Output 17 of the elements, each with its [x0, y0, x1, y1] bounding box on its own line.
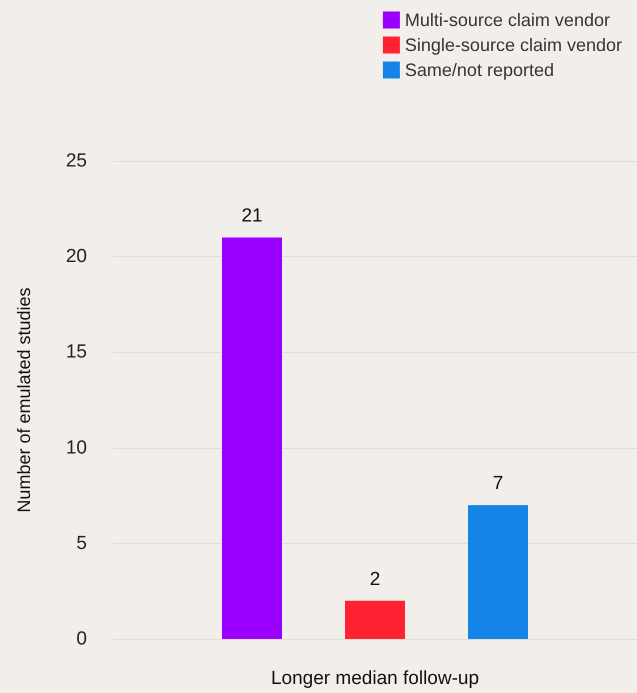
legend-label: Same/not reported	[404, 60, 554, 80]
y-tick-label: 25	[66, 150, 87, 172]
bar	[345, 600, 405, 639]
y-tick-label: 20	[66, 246, 87, 268]
y-tick-label: 10	[66, 437, 87, 458]
y-axis-title: Number of emulated studies	[14, 287, 34, 513]
y-tick-label: 5	[76, 532, 87, 554]
y-tick-label: 0	[76, 628, 87, 650]
y-tick-label: 15	[66, 342, 87, 363]
data-label: 21	[241, 205, 263, 226]
legend-label: Single-source claim vendor	[404, 35, 622, 55]
x-tick-label: Longer median follow-up	[270, 668, 480, 689]
legend-label: Multi-source claim vendor	[404, 10, 610, 30]
data-label: 2	[370, 568, 380, 590]
bar	[222, 237, 282, 639]
bar	[468, 505, 528, 639]
data-label: 7	[492, 473, 504, 494]
